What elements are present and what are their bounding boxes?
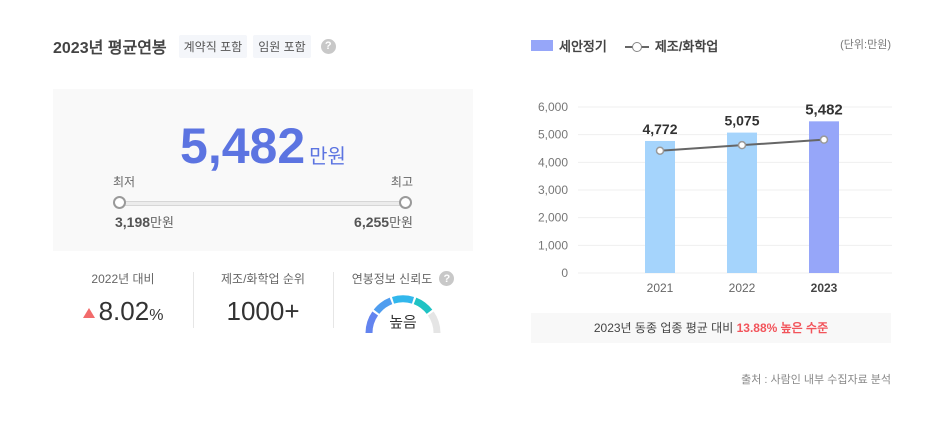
chart-legend: 세안정기 제조/화학업 — [531, 36, 718, 55]
legend-industry: 제조/화학업 — [654, 39, 719, 54]
industry-comparison: 2023년 동종 업종 평균 대비 13.88% 높은 수준 — [531, 313, 891, 343]
line-legend-icon — [624, 40, 649, 52]
svg-text:0: 0 — [561, 266, 568, 280]
bar-legend-icon — [531, 40, 553, 51]
help-icon[interactable]: ? — [320, 38, 336, 54]
svg-text:2,000: 2,000 — [538, 211, 568, 225]
legend-company: 세안정기 — [559, 39, 607, 54]
bar-2021 — [645, 140, 675, 273]
min-marker-icon — [113, 196, 126, 209]
svg-text:5,482: 5,482 — [805, 101, 843, 118]
tag-executive-included: 임원 포함 — [253, 34, 311, 58]
comparison-highlight: 13.88% 높은 수준 — [736, 321, 829, 335]
average-salary: 5,482 만원 — [53, 117, 473, 175]
salary-chart: 0 1,000 2,000 3,000 4,000 5,000 6,000 4,772 2021… — [530, 95, 900, 300]
min-label: 최저 — [113, 175, 136, 189]
svg-text:5,000: 5,000 — [538, 128, 568, 142]
svg-text:2022: 2022 — [729, 281, 756, 295]
reliability-value: 높음 — [389, 314, 417, 331]
bar-2022 — [727, 132, 757, 273]
svg-text:6,000: 6,000 — [538, 100, 568, 114]
average-salary-unit: 만원 — [309, 146, 346, 168]
min-salary: 3,198만원 — [115, 214, 174, 230]
svg-text:2023: 2023 — [811, 281, 838, 295]
svg-text:3,000: 3,000 — [538, 183, 568, 197]
reliability-help-icon[interactable]: ? — [439, 271, 455, 286]
stat-industry-rank: 제조/화학업 순위 1000+ — [193, 266, 333, 336]
svg-text:2021: 2021 — [647, 281, 674, 295]
max-marker-icon — [399, 196, 412, 209]
title-row: 2023년 평균연봉 계약직 포함 임원 포함 ? — [53, 34, 336, 58]
unit-note: (단위:만원) — [840, 39, 891, 51]
stat-reliability: 연봉정보 신뢰도? 높음 — [333, 266, 473, 336]
source-note: 출처 : 사람인 내부 수집자료 분석 — [741, 374, 891, 386]
salary-range-track — [118, 201, 406, 206]
svg-text:1,000: 1,000 — [538, 238, 568, 252]
bar-2023 — [809, 121, 839, 273]
page-title: 2023년 평균연봉 — [53, 40, 167, 57]
chart-canvas: 0 1,000 2,000 3,000 4,000 5,000 6,000 4,772 2021… — [538, 100, 892, 295]
max-label: 최고 — [390, 175, 413, 189]
svg-text:4,772: 4,772 — [642, 121, 677, 137]
up-triangle-icon — [82, 308, 95, 318]
stat-yoy-change: 2022년 대비 8.02% — [53, 266, 193, 336]
max-salary: 6,255만원 — [354, 214, 413, 230]
average-salary-panel: 5,482 만원 최저 최고 3,198만원 6,255만원 — [53, 89, 473, 251]
stats-row: 2022년 대비 8.02% 제조/화학업 순위 1000+ 연봉정보 신뢰도?… — [53, 266, 473, 336]
reliability-gauge: 높음 — [363, 293, 443, 335]
tag-contract-included: 계약직 포함 — [178, 34, 248, 58]
average-salary-value: 5,482 — [180, 118, 306, 174]
svg-text:4,000: 4,000 — [538, 155, 568, 169]
svg-text:5,075: 5,075 — [724, 113, 759, 129]
